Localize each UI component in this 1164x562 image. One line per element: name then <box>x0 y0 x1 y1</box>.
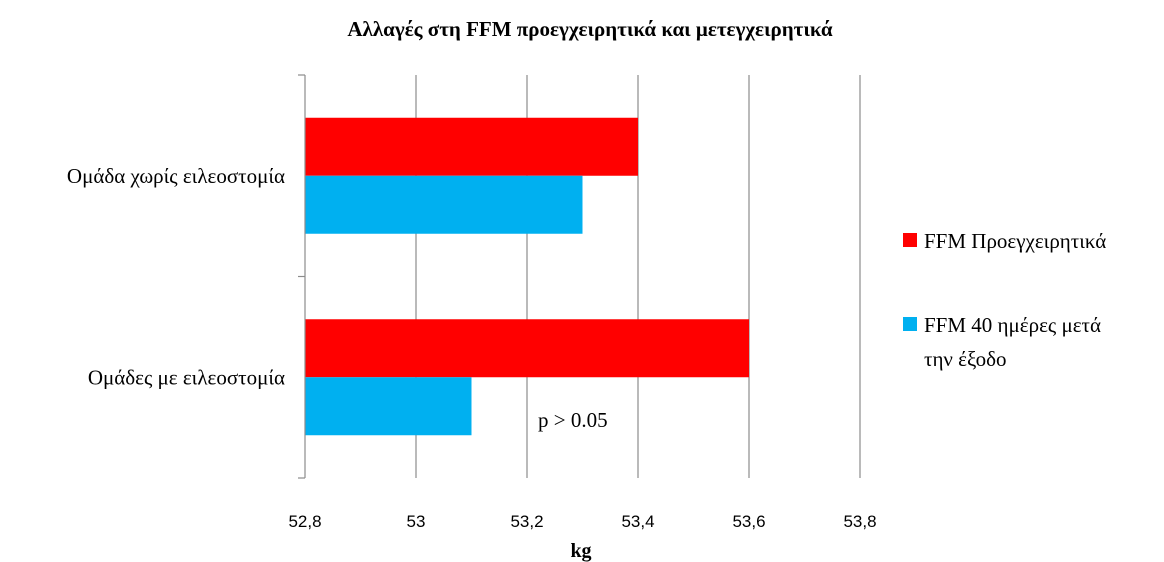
bar <box>305 377 472 436</box>
legend-label: την έξοδο <box>924 347 1006 371</box>
legend-label: FFM 40 ημέρες μετά <box>924 313 1101 337</box>
x-tick-label: 53,8 <box>843 512 876 531</box>
tick-labels: 52,8 53 53,2 53,4 53,6 53,8 <box>288 512 876 531</box>
axes <box>298 74 306 479</box>
category-labels: Ομάδα χωρίς ειλεοστομία Ομάδες με ειλεοστ… <box>67 164 285 390</box>
category-label: Ομάδες με ειλεοστομία <box>88 365 285 389</box>
x-tick-label: 52,8 <box>288 512 321 531</box>
bar <box>305 319 749 378</box>
annotation-p-value: p > 0.05 <box>538 408 608 432</box>
legend-label: FFM Προεγχειρητικά <box>924 229 1106 253</box>
x-axis-label: kg <box>570 540 591 562</box>
x-tick-label: 53,4 <box>621 512 654 531</box>
bars <box>305 117 749 436</box>
legend: FFM Προεγχειρητικά FFM 40 ημέρες μετά την … <box>903 229 1106 371</box>
x-tick-label: 53,2 <box>510 512 543 531</box>
legend-swatch <box>903 317 917 331</box>
x-tick-label: 53,6 <box>732 512 765 531</box>
bar <box>305 175 583 234</box>
x-tick-label: 53 <box>407 512 426 531</box>
legend-swatch <box>903 233 917 247</box>
chart-title: Αλλαγές στη FFM προεγχειρητικά και μετεγ… <box>347 17 833 41</box>
bar <box>305 117 638 176</box>
category-label: Ομάδα χωρίς ειλεοστομία <box>67 164 285 188</box>
